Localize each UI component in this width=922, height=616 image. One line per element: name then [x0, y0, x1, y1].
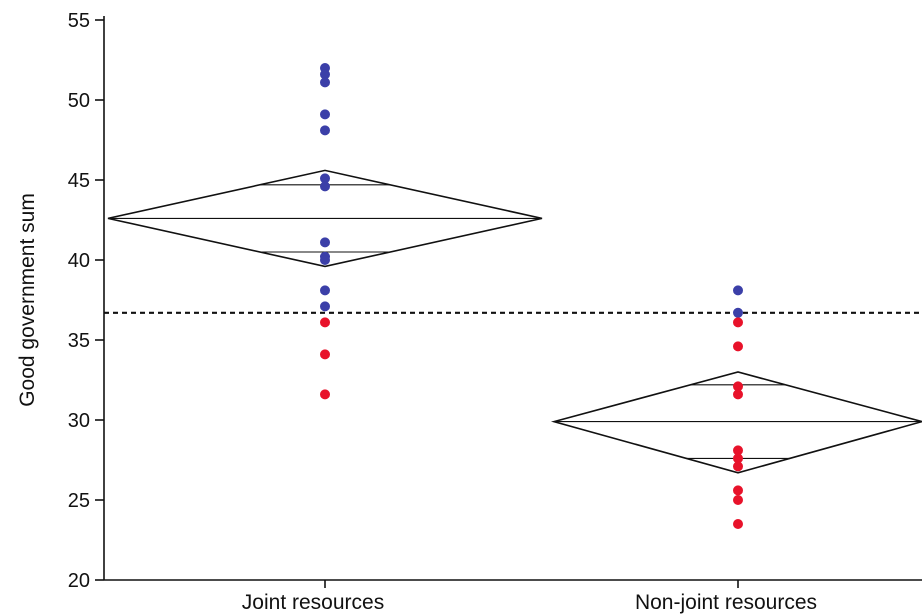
y-tick-label: 30 — [68, 410, 90, 432]
data-point — [320, 237, 330, 248]
data-point — [320, 301, 330, 312]
data-point — [733, 285, 743, 296]
data-point — [320, 389, 330, 400]
data-point — [733, 461, 743, 472]
y-tick-label: 35 — [68, 330, 90, 352]
data-point — [320, 255, 330, 265]
y-tick-label: 45 — [68, 170, 90, 192]
data-point — [733, 317, 743, 328]
y-tick-label: 25 — [68, 490, 90, 512]
y-tick-label: 20 — [68, 570, 90, 592]
data-point — [320, 77, 330, 88]
data-point — [733, 341, 743, 352]
data-point — [320, 349, 330, 360]
data-point — [320, 181, 330, 192]
mean-diamond — [550, 371, 922, 474]
data-point — [733, 495, 743, 505]
data-point — [733, 381, 743, 392]
x-category-label: Joint resources — [242, 591, 384, 614]
x-category-label: Non-joint resources — [635, 591, 817, 614]
data-point — [733, 519, 743, 529]
data-point — [320, 317, 330, 328]
y-axis-title: Good government sum — [16, 193, 39, 407]
data-point — [733, 389, 743, 400]
data-points — [320, 63, 743, 529]
y-tick-label: 55 — [68, 10, 90, 32]
data-point — [733, 453, 743, 464]
mean-diamonds — [107, 169, 922, 474]
data-point — [733, 307, 743, 318]
data-point — [320, 173, 330, 184]
data-point — [320, 69, 330, 80]
data-point — [320, 285, 330, 296]
data-point — [733, 445, 743, 456]
data-point — [733, 485, 743, 496]
y-tick-label: 40 — [68, 250, 90, 272]
y-tick-label: 50 — [68, 90, 90, 112]
data-point — [320, 109, 330, 120]
y-axis: 20 25 30 35 40 45 50 55 — [68, 10, 105, 592]
data-point — [320, 125, 330, 136]
x-axis: Joint resources Non-joint resources — [104, 579, 922, 614]
